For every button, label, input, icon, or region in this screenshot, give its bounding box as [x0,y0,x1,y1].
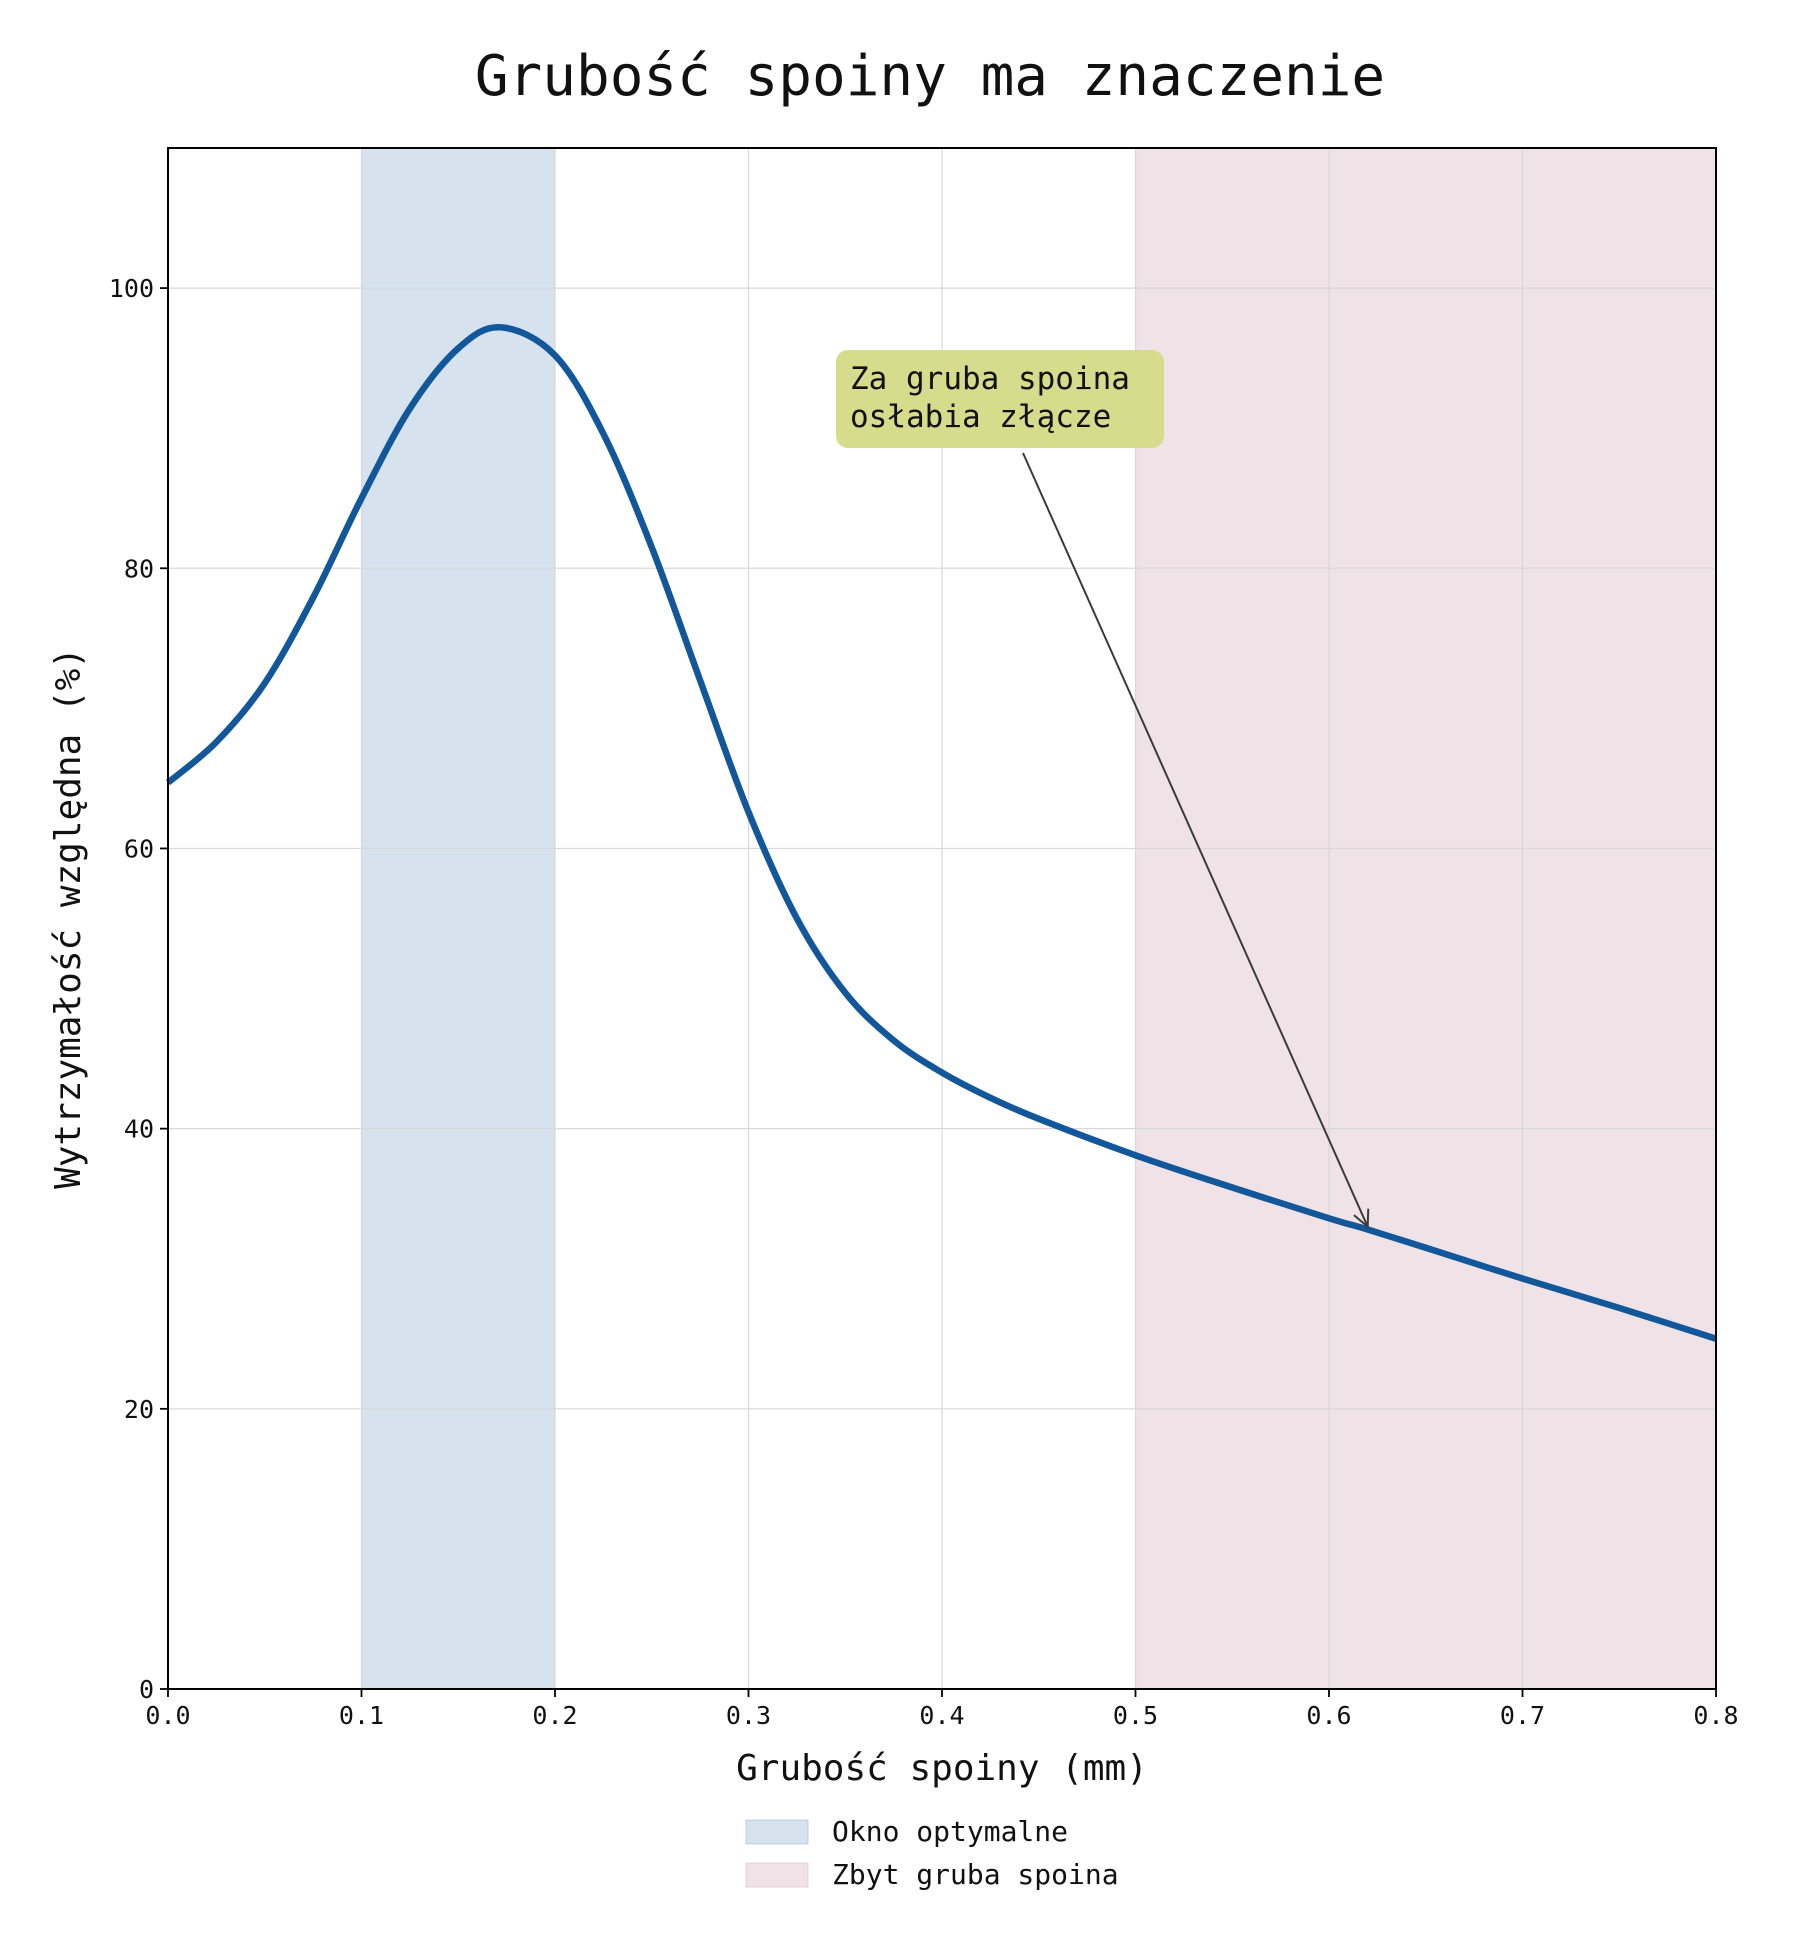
series-line-0 [165,324,1717,1342]
legend-swatch-okno-optymalne [745,1819,809,1845]
x-tick-label: 0.8 [1693,1701,1738,1730]
x-tick-label: 0.4 [919,1701,964,1730]
band-okno-optymalne [361,148,555,1689]
y-tick-label: 40 [124,1115,154,1144]
y-tick-label: 20 [124,1395,154,1424]
legend-swatch-zbyt-gruba-spoina [745,1862,809,1888]
x-tick-label: 0.7 [1500,1701,1545,1730]
y-tick-label: 60 [124,834,154,863]
grid-layer [168,148,1716,1689]
y-tick-label: 80 [124,554,154,583]
x-tick-label: 0.5 [1113,1701,1158,1730]
annotation-arrow [1022,452,1369,1228]
legend: Okno optymalne Zbyt gruba spoina [745,1815,1119,1891]
y-axis-label: Wytrzymałość względna (%) [48,647,89,1189]
legend-label-okno-optymalne: Okno optymalne [832,1815,1068,1848]
x-tick-label: 0.0 [145,1701,190,1730]
x-axis-label: Grubość spoiny (mm) [736,1748,1148,1789]
legend-label-zbyt-gruba-spoina: Zbyt gruba spoina [832,1858,1119,1891]
x-tick-label: 0.3 [726,1701,771,1730]
x-tick-label: 0.2 [532,1701,577,1730]
y-tick-label: 100 [109,274,154,303]
y-ticks: 0 20 40 60 80 100 [109,274,168,1704]
chart-title: Grubość spoiny ma znaczenie [475,44,1385,109]
bands-layer [361,148,1716,1689]
annotation-text-line: Za gruba spoina [850,361,1130,397]
y-tick-label: 0 [139,1675,154,1704]
band-zbyt-gruba-spoina [1135,148,1716,1689]
annotation-arrowhead [1353,1208,1370,1229]
series-layer [165,324,1717,1342]
x-tick-label: 0.6 [1306,1701,1351,1730]
annotation-box [836,350,1164,448]
annotation-text-line: osłabia złącze [850,399,1111,435]
x-ticks: 0.0 0.1 0.2 0.3 0.4 0.5 0.6 0.7 0.8 [145,1689,1739,1730]
x-tick-label: 0.1 [339,1701,384,1730]
